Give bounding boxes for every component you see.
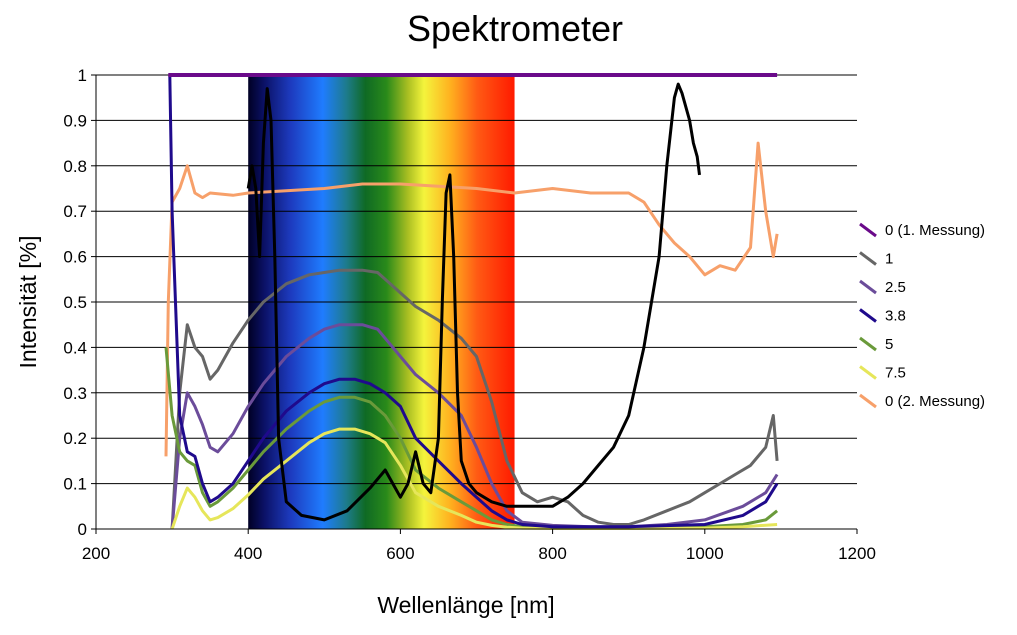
legend-item: 5 — [859, 336, 893, 353]
x-axis-title: Wellenlänge [nm] — [377, 592, 554, 618]
legend-swatch — [859, 365, 877, 380]
legend-label: 3.8 — [885, 308, 906, 325]
legend: 0 (1. Messung) 1 2.5 3.8 5 7.5 0 (2. Messung) — [859, 222, 985, 410]
y-axis-ticks: 0 0.1 0.2 0.3 0.4 0.5 0.6 0.7 0.8 0.9 1 — [63, 66, 96, 539]
x-tick-label: 600 — [386, 544, 414, 563]
x-tick-label: 400 — [234, 544, 262, 563]
series-line-1 — [170, 268, 779, 530]
legend-label: 7.5 — [885, 365, 906, 382]
legend-item: 1 — [859, 251, 893, 268]
y-axis-title: Intensität [%] — [15, 236, 41, 369]
legend-label: 5 — [885, 336, 893, 353]
legend-item: 7.5 — [859, 365, 906, 382]
y-tick-label: 0.1 — [63, 475, 87, 494]
y-tick-label: 0.2 — [63, 429, 87, 448]
y-tick-label: 0.4 — [63, 338, 87, 357]
y-tick-label: 0.7 — [63, 202, 87, 221]
x-tick-label: 1000 — [686, 544, 724, 563]
legend-swatch — [859, 393, 877, 409]
series-line-7-5 — [170, 427, 778, 530]
y-tick-label: 0 — [78, 520, 87, 539]
y-tick-label: 0.9 — [63, 111, 87, 130]
legend-swatch — [859, 308, 877, 323]
y-tick-label: 0.8 — [63, 157, 87, 176]
series-line-3-8 — [168, 74, 779, 529]
legend-swatch — [859, 222, 877, 238]
legend-label: 1 — [885, 251, 893, 268]
legend-item: 0 (2. Messung) — [859, 393, 985, 410]
series-line-unlabeled — [246, 82, 701, 522]
y-tick-label: 0.5 — [63, 293, 87, 312]
legend-item: 3.8 — [859, 308, 906, 325]
legend-label: 0 (2. Messung) — [885, 393, 985, 410]
legend-label: 2.5 — [885, 279, 906, 296]
x-tick-label: 800 — [538, 544, 566, 563]
x-tick-label: 200 — [82, 544, 110, 563]
series-lines — [164, 73, 779, 530]
y-tick-label: 1 — [78, 66, 87, 85]
legend-label: 0 (1. Messung) — [885, 222, 985, 239]
y-tick-label: 0.3 — [63, 384, 87, 403]
legend-swatch — [859, 251, 877, 266]
legend-item: 0 (1. Messung) — [859, 222, 985, 239]
legend-swatch — [859, 336, 877, 352]
legend-item: 2.5 — [859, 279, 906, 296]
series-line-0-2-messung — [164, 141, 779, 457]
x-axis-ticks: 200 400 600 800 1000 1200 — [82, 529, 876, 563]
y-tick-label: 0.6 — [63, 248, 87, 267]
chart-title: Spektrometer — [407, 8, 623, 49]
legend-swatch — [859, 279, 877, 295]
x-tick-label: 1200 — [838, 544, 876, 563]
